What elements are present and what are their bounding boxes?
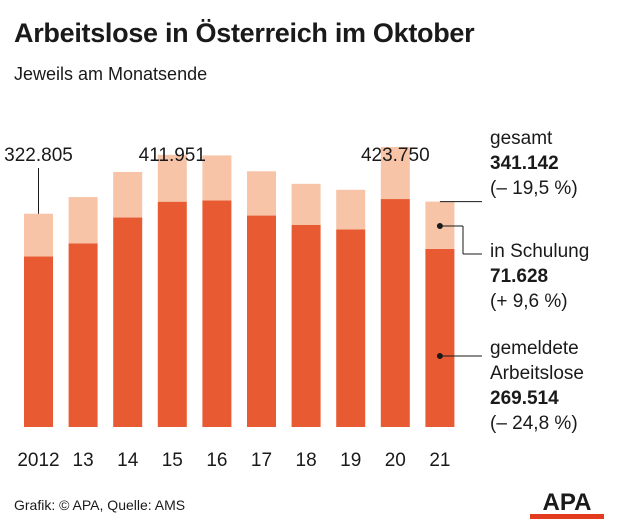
bar-arbeitslose-21: [425, 248, 455, 427]
bar-arbeitslose-16: [202, 200, 232, 427]
x-axis-labels: 2012 13 14 15 16 17 18 19 20 21: [17, 450, 450, 471]
apa-logo-text: APA: [543, 489, 592, 516]
annotation-total-label: gesamt: [490, 128, 553, 149]
source-footer: Grafik: © APA, Quelle: AMS: [14, 497, 186, 513]
x-tick-label: 13: [73, 450, 94, 471]
value-label-20: 423.750: [361, 145, 430, 166]
x-tick-label: 2012: [17, 450, 59, 471]
annotation-arbeitslose-label-1: gemeldete: [490, 338, 579, 359]
bar-arbeitslose-19: [336, 229, 366, 427]
bar-schulung-16: [202, 155, 232, 201]
annotation-total-value: 341.142: [490, 153, 559, 174]
bar-arbeitslose-18: [291, 224, 321, 427]
annotation-arbeitslose-change: (– 24,8 %): [490, 413, 578, 434]
bar-arbeitslose-2012: [24, 256, 53, 427]
x-tick-label: 21: [429, 450, 450, 471]
chart-title: Arbeitslose in Österreich im Oktober: [14, 18, 475, 48]
value-labels-group: 322.805 411.951 423.750: [4, 145, 430, 214]
chart-subtitle: Jeweils am Monatsende: [14, 64, 208, 84]
bar-arbeitslose-17: [247, 215, 276, 427]
apa-logo: APA: [530, 489, 604, 519]
bar-arbeitslose-13: [68, 243, 98, 427]
annotation-schulung-change: (+ 9,6 %): [490, 291, 568, 312]
annotation-arbeitslose-label-2: Arbeitslose: [490, 363, 584, 384]
annotation-arbeitslose-value: 269.514: [490, 388, 559, 409]
x-tick-label: 16: [206, 450, 227, 471]
annotation-total-change: (– 19,5 %): [490, 178, 578, 199]
annotations-group: gesamt 341.142 (– 19,5 %) in Schulung 71…: [490, 128, 589, 434]
bar-arbeitslose-14: [113, 217, 143, 427]
bar-schulung-2012: [24, 213, 53, 257]
annotation-schulung-value: 71.628: [490, 266, 548, 287]
bar-arbeitslose-15: [157, 201, 187, 427]
x-tick-label: 14: [117, 450, 139, 471]
bar-schulung-18: [291, 183, 321, 225]
bars-group: [24, 147, 455, 427]
x-tick-label: 18: [296, 450, 317, 471]
x-tick-label: 20: [385, 450, 406, 471]
value-label-2012: 322.805: [4, 145, 73, 166]
x-tick-label: 15: [162, 450, 183, 471]
value-label-15: 411.951: [139, 145, 206, 166]
x-tick-label: 19: [340, 450, 361, 471]
annotation-schulung-label: in Schulung: [490, 241, 589, 262]
bar-schulung-15: [157, 154, 187, 202]
bar-schulung-19: [336, 189, 366, 230]
x-tick-label: 17: [251, 450, 272, 471]
bar-schulung-14: [113, 171, 143, 218]
bar-schulung-13: [68, 197, 98, 244]
bar-schulung-17: [247, 171, 276, 216]
apa-logo-bar: [530, 514, 604, 519]
bar-schulung-20: [380, 147, 410, 200]
annotation-leader-lines: [436, 201, 482, 359]
bar-arbeitslose-20: [380, 199, 410, 427]
